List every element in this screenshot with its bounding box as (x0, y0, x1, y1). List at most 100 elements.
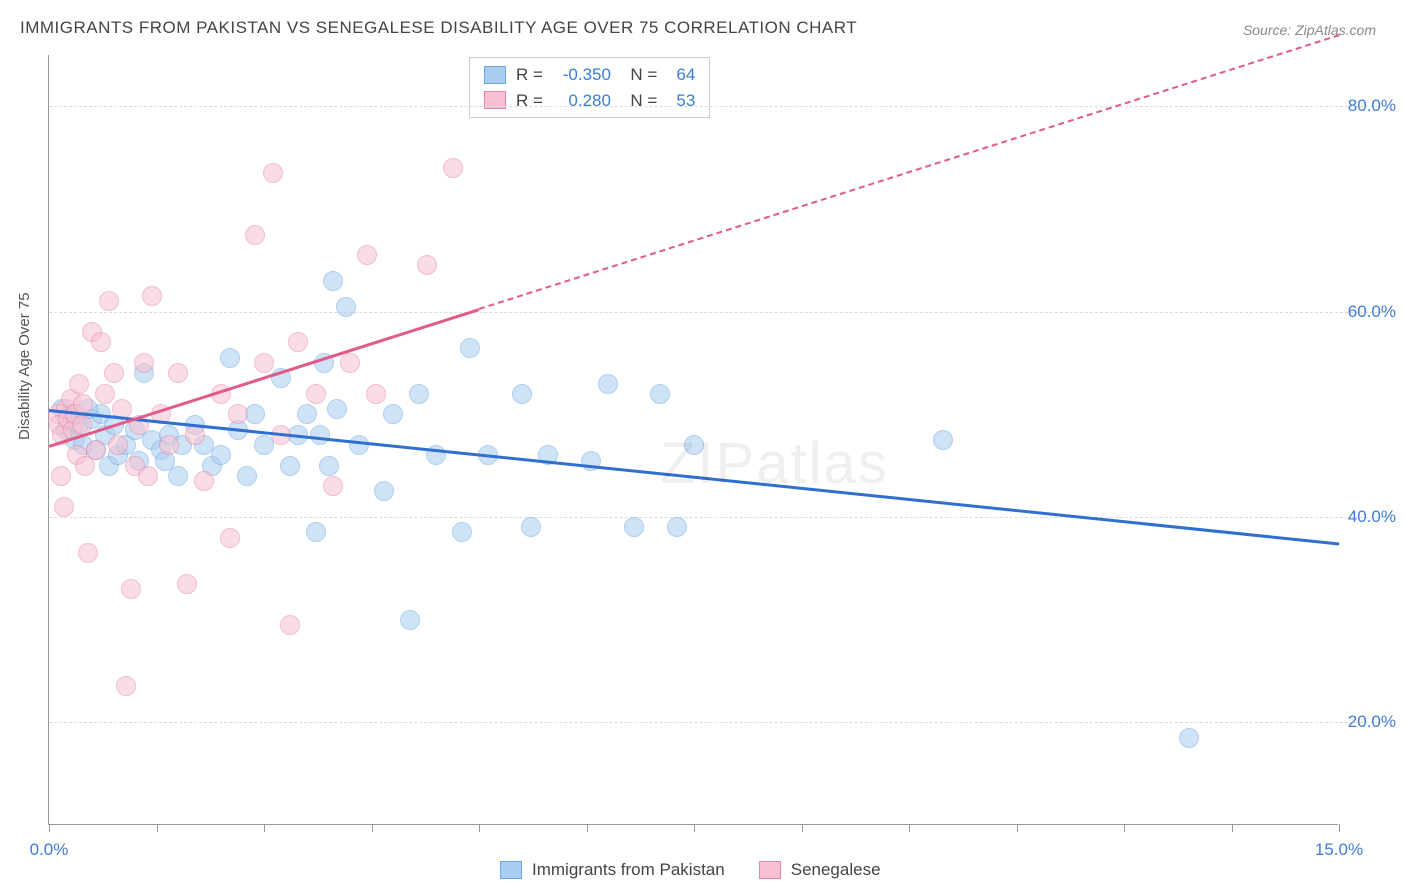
legend-swatch (500, 861, 522, 879)
data-point (306, 522, 326, 542)
data-point (323, 476, 343, 496)
stat-label: N = (621, 88, 657, 114)
data-point (624, 517, 644, 537)
y-axis-title: Disability Age Over 75 (16, 292, 33, 440)
data-point (134, 353, 154, 373)
data-point (357, 245, 377, 265)
data-point (185, 425, 205, 445)
data-point (443, 158, 463, 178)
legend-item: Immigrants from Pakistan (500, 860, 725, 880)
data-point (86, 440, 106, 460)
data-point (933, 430, 953, 450)
stats-legend-box: R =-0.350 N =64R =0.280 N =53 (469, 57, 710, 118)
data-point (340, 353, 360, 373)
data-point (319, 456, 339, 476)
y-tick-label: 20.0% (1344, 712, 1396, 732)
x-tick (479, 824, 480, 832)
legend-swatch (759, 861, 781, 879)
data-point (521, 517, 541, 537)
data-point (194, 471, 214, 491)
x-tick (1124, 824, 1125, 832)
x-tick (372, 824, 373, 832)
data-point (452, 522, 472, 542)
grid-line (49, 517, 1388, 518)
stat-n-value: 53 (667, 88, 695, 114)
y-tick-label: 80.0% (1344, 96, 1396, 116)
data-point (220, 348, 240, 368)
x-tick (49, 824, 50, 832)
data-point (91, 332, 111, 352)
data-point (417, 255, 437, 275)
data-point (95, 384, 115, 404)
data-point (254, 353, 274, 373)
data-point (1179, 728, 1199, 748)
data-point (310, 425, 330, 445)
x-tick (264, 824, 265, 832)
data-point (51, 466, 71, 486)
stat-label: R = (516, 62, 543, 88)
data-point (211, 445, 231, 465)
data-point (142, 286, 162, 306)
data-point (168, 363, 188, 383)
data-point (650, 384, 670, 404)
chart-title: IMMIGRANTS FROM PAKISTAN VS SENEGALESE D… (20, 18, 857, 38)
data-point (366, 384, 386, 404)
grid-line (49, 722, 1388, 723)
x-tick (1339, 824, 1340, 832)
x-tick-label: 15.0% (1315, 840, 1363, 860)
bottom-legend: Immigrants from Pakistan Senegalese (500, 860, 881, 880)
stats-row: R =0.280 N =53 (484, 88, 695, 114)
stat-n-value: 64 (667, 62, 695, 88)
data-point (349, 435, 369, 455)
data-point (288, 332, 308, 352)
grid-line (49, 106, 1388, 107)
data-point (108, 435, 128, 455)
data-point (409, 384, 429, 404)
data-point (263, 163, 283, 183)
stat-r-value: -0.350 (553, 62, 611, 88)
data-point (228, 404, 248, 424)
data-point (54, 497, 74, 517)
plot-area: R =-0.350 N =64R =0.280 N =53 20.0%40.0%… (48, 55, 1338, 825)
data-point (306, 384, 326, 404)
data-point (460, 338, 480, 358)
x-tick (1232, 824, 1233, 832)
x-tick (909, 824, 910, 832)
data-point (327, 399, 347, 419)
data-point (237, 466, 257, 486)
data-point (116, 676, 136, 696)
x-tick (694, 824, 695, 832)
x-tick (157, 824, 158, 832)
data-point (159, 435, 179, 455)
data-point (598, 374, 618, 394)
legend-label: Senegalese (791, 860, 881, 880)
data-point (383, 404, 403, 424)
data-point (138, 466, 158, 486)
source-attribution: Source: ZipAtlas.com (1243, 22, 1376, 38)
x-tick (587, 824, 588, 832)
data-point (684, 435, 704, 455)
data-point (177, 574, 197, 594)
x-tick-label: 0.0% (30, 840, 69, 860)
data-point (168, 466, 188, 486)
data-point (220, 528, 240, 548)
y-tick-label: 60.0% (1344, 302, 1396, 322)
data-point (336, 297, 356, 317)
y-tick-label: 40.0% (1344, 507, 1396, 527)
data-point (280, 615, 300, 635)
x-tick (1017, 824, 1018, 832)
data-point (280, 456, 300, 476)
data-point (400, 610, 420, 630)
stat-r-value: 0.280 (553, 88, 611, 114)
legend-item: Senegalese (759, 860, 881, 880)
data-point (78, 543, 98, 563)
x-tick (802, 824, 803, 832)
data-point (69, 374, 89, 394)
legend-label: Immigrants from Pakistan (532, 860, 725, 880)
data-point (374, 481, 394, 501)
data-point (297, 404, 317, 424)
data-point (245, 225, 265, 245)
data-point (104, 363, 124, 383)
data-point (121, 579, 141, 599)
data-point (245, 404, 265, 424)
